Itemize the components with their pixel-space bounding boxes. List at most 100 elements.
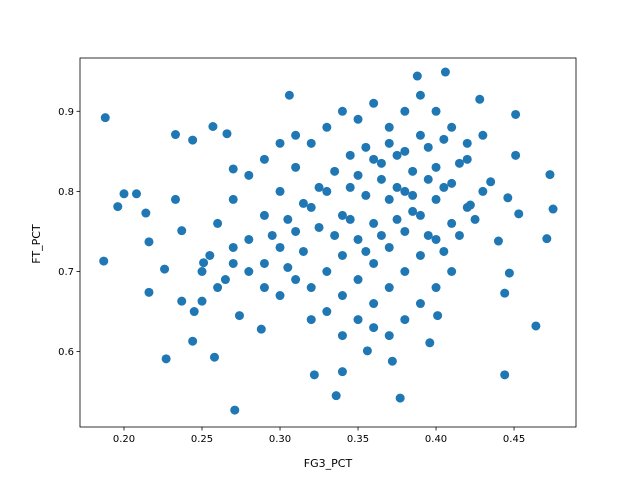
x-tick-label: 0.35 (347, 434, 369, 445)
point (392, 214, 402, 224)
point (369, 98, 379, 108)
point (275, 242, 285, 252)
point (400, 226, 410, 236)
point (415, 250, 425, 260)
x-tick-label: 0.45 (503, 434, 525, 445)
point (177, 226, 187, 236)
point (369, 299, 379, 309)
point (228, 258, 238, 268)
point (337, 210, 347, 220)
point (447, 122, 457, 132)
y-tick-label: 0.8 (58, 187, 74, 198)
point (205, 250, 215, 260)
point (244, 234, 254, 244)
point (298, 246, 308, 256)
point (291, 162, 301, 172)
point (213, 283, 223, 293)
point (408, 166, 418, 176)
point (322, 186, 332, 196)
point (447, 218, 457, 228)
point (415, 90, 425, 100)
point (259, 210, 269, 220)
point (330, 230, 340, 240)
point (470, 214, 480, 224)
point (284, 90, 294, 100)
point (400, 186, 410, 196)
point (177, 296, 187, 306)
point (259, 283, 269, 293)
point (306, 315, 316, 325)
point (197, 267, 207, 277)
point (384, 242, 394, 252)
point (213, 218, 223, 228)
point (486, 177, 496, 187)
point (345, 182, 355, 192)
point (392, 182, 402, 192)
point (331, 391, 341, 401)
point (144, 237, 154, 247)
point (462, 138, 472, 148)
point (408, 206, 418, 216)
point (447, 178, 457, 188)
point (433, 311, 443, 321)
point (314, 222, 324, 232)
point (188, 135, 198, 145)
point (141, 208, 151, 218)
point (337, 367, 347, 377)
plot-frame (79, 57, 577, 428)
point (161, 354, 171, 364)
point (384, 283, 394, 293)
y-axis-label: FT_PCT (30, 224, 43, 264)
point (170, 130, 180, 140)
point (395, 393, 405, 403)
point (412, 71, 422, 81)
point (337, 106, 347, 116)
point (462, 202, 472, 212)
point (298, 198, 308, 208)
point (478, 186, 488, 196)
point (454, 158, 464, 168)
point (306, 202, 316, 212)
point (259, 258, 269, 268)
point (439, 182, 449, 192)
point (322, 307, 332, 317)
point (188, 336, 198, 346)
point (208, 121, 218, 131)
point (431, 194, 441, 204)
point (475, 94, 485, 104)
point (314, 182, 324, 192)
point (503, 193, 513, 203)
point (100, 113, 110, 123)
point (400, 106, 410, 116)
point (275, 291, 285, 301)
point (220, 275, 230, 285)
point (439, 246, 449, 256)
point (369, 154, 379, 164)
point (353, 114, 363, 124)
point (493, 236, 503, 246)
x-tick-label: 0.40 (425, 434, 447, 445)
point (275, 138, 285, 148)
point (283, 214, 293, 224)
point (361, 142, 371, 152)
point (423, 174, 433, 184)
point (369, 323, 379, 333)
point (415, 130, 425, 140)
point (244, 170, 254, 180)
point (353, 275, 363, 285)
point (306, 138, 316, 148)
point (462, 154, 472, 164)
point (425, 338, 435, 348)
point (345, 150, 355, 160)
point (144, 287, 154, 297)
point (275, 186, 285, 196)
point (119, 189, 129, 199)
point (415, 299, 425, 309)
x-tick-label: 0.25 (191, 434, 213, 445)
point (408, 190, 418, 200)
point (500, 370, 510, 380)
point (362, 346, 372, 356)
